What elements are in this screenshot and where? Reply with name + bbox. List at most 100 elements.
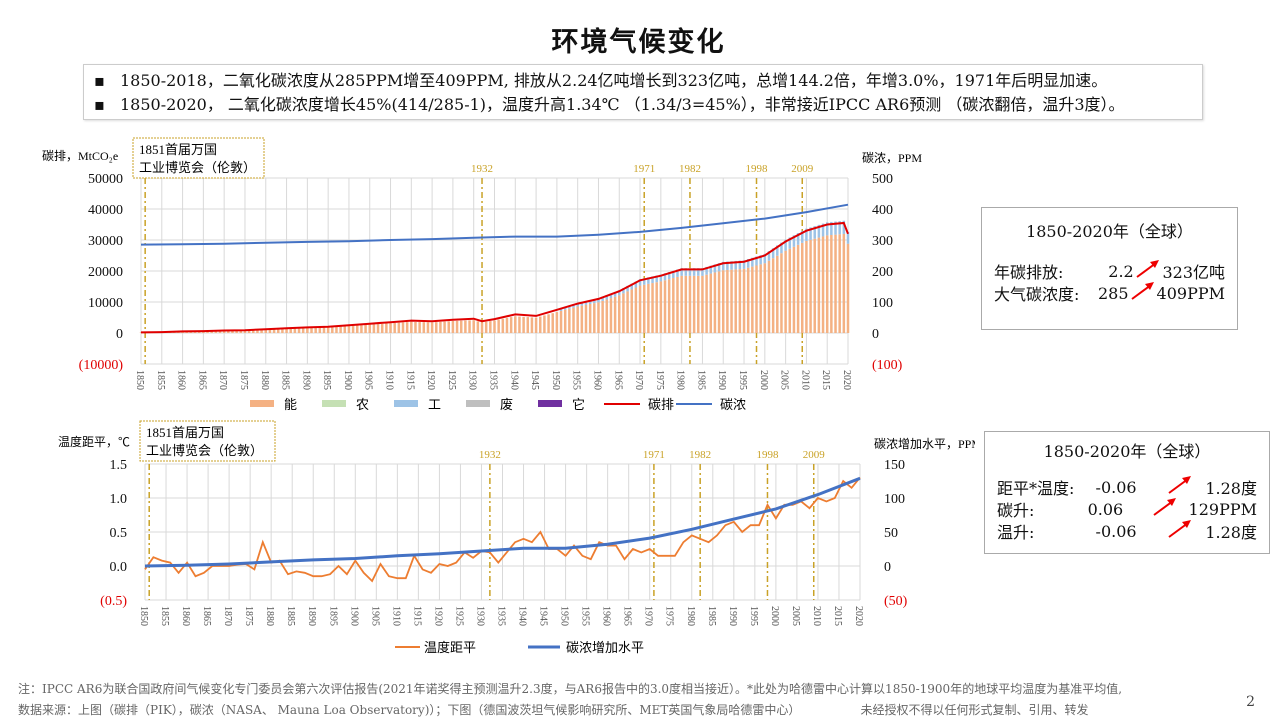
x-tick-label: 1980 bbox=[675, 370, 686, 390]
emissions-line bbox=[140, 221, 849, 334]
annotation-line: 1851首届万国 bbox=[139, 142, 217, 157]
bar-energy bbox=[376, 324, 380, 333]
legend-label: 碳浓 bbox=[720, 397, 746, 412]
x-tick-label: 2010 bbox=[799, 370, 810, 390]
y2-tick-label: 50 bbox=[884, 526, 898, 541]
bar-energy bbox=[364, 324, 367, 333]
bar-industry bbox=[763, 253, 767, 264]
x-tick-label: 1925 bbox=[446, 370, 457, 390]
bar-energy bbox=[285, 328, 288, 333]
bar-energy bbox=[218, 330, 222, 333]
x-tick-label: 1935 bbox=[496, 606, 507, 626]
bar-energy bbox=[227, 330, 230, 333]
bar-industry bbox=[667, 271, 671, 280]
bar-energy bbox=[493, 320, 496, 333]
bar-energy bbox=[705, 274, 708, 333]
bar-energy bbox=[838, 234, 841, 333]
x-tick-label: 1890 bbox=[306, 606, 317, 626]
bar-energy bbox=[580, 305, 584, 333]
x-tick-label: 1945 bbox=[529, 370, 540, 390]
bar-industry bbox=[734, 260, 737, 270]
co2-increase-line bbox=[144, 476, 861, 568]
bar-energy bbox=[509, 317, 513, 333]
x-tick-label: 1975 bbox=[654, 370, 665, 390]
bar-energy bbox=[563, 309, 567, 333]
event-marker-label: 2009 bbox=[803, 449, 826, 461]
bar-energy bbox=[634, 287, 638, 333]
x-tick-label: 2010 bbox=[811, 606, 822, 626]
bar-industry bbox=[796, 233, 800, 245]
bar-energy bbox=[351, 325, 355, 333]
y2-tick-label: 200 bbox=[872, 265, 893, 280]
legend-swatch bbox=[250, 400, 274, 407]
y-tick-label: 1.5 bbox=[110, 458, 128, 473]
bar-industry bbox=[805, 228, 808, 241]
legend-label: 碳浓增加水平 bbox=[566, 640, 644, 655]
legend-swatch bbox=[394, 400, 418, 407]
bar-energy bbox=[676, 276, 679, 333]
bar-industry bbox=[593, 299, 596, 304]
x-tick-label: 1860 bbox=[180, 606, 191, 626]
bar-energy bbox=[430, 322, 434, 333]
bar-energy bbox=[281, 328, 284, 333]
bar-industry bbox=[638, 279, 642, 286]
bar-industry bbox=[809, 227, 812, 240]
emissions-concentration-chart: 1850 1855 1860 1865 1870 1875 1880 1885 1890 1895… bbox=[42, 137, 922, 412]
bar-energy bbox=[547, 314, 550, 333]
x-tick-label: 1970 bbox=[633, 370, 644, 390]
bar-energy bbox=[584, 304, 588, 333]
bar-energy bbox=[742, 268, 746, 333]
bar-energy bbox=[480, 322, 484, 333]
bar-industry bbox=[838, 221, 841, 235]
bar-energy bbox=[505, 317, 509, 333]
y-tick-label: (0.5) bbox=[100, 594, 127, 609]
x-tick-label: 1950 bbox=[559, 606, 570, 626]
bar-energy bbox=[759, 264, 762, 333]
bar-energy bbox=[622, 293, 625, 333]
bar-industry bbox=[655, 275, 658, 283]
bar-energy bbox=[647, 283, 650, 333]
bar-industry bbox=[659, 274, 663, 282]
bar-energy bbox=[697, 275, 700, 333]
page-number: 2 bbox=[1246, 694, 1255, 710]
box-row: 碳升: 0.06 129PPM bbox=[997, 498, 1257, 520]
bar-energy bbox=[297, 328, 301, 333]
bar-industry bbox=[746, 259, 750, 268]
bar-industry bbox=[601, 296, 604, 301]
bar-energy bbox=[368, 324, 371, 333]
bar-energy bbox=[318, 327, 322, 333]
bullet-2: ▪ 1850-2020， 二氧化碳浓度增长45%(414/285-1)，温度升高1… bbox=[94, 95, 1125, 114]
bar-energy bbox=[451, 321, 455, 333]
bar-industry bbox=[738, 260, 742, 270]
bar-energy bbox=[306, 327, 309, 333]
bar-industry bbox=[817, 224, 821, 238]
row-to: 1.28度 bbox=[1205, 523, 1257, 542]
bar-energy bbox=[389, 323, 392, 333]
bar-industry bbox=[726, 261, 729, 270]
bar-energy bbox=[688, 275, 692, 333]
bar-industry bbox=[846, 231, 850, 244]
bar-industry bbox=[709, 265, 713, 274]
bar-industry bbox=[576, 302, 579, 307]
bar-industry bbox=[842, 220, 846, 234]
x-tick-label: 1865 bbox=[201, 606, 212, 626]
bar-energy bbox=[210, 331, 213, 333]
bar-energy bbox=[534, 317, 538, 333]
bar-energy bbox=[372, 324, 376, 333]
y-tick-label: 50000 bbox=[88, 172, 123, 187]
x-tick-label: 1895 bbox=[327, 606, 338, 626]
annotation-box bbox=[139, 420, 276, 462]
bar-energy bbox=[476, 321, 480, 333]
bar-industry bbox=[713, 264, 717, 273]
bar-energy bbox=[680, 275, 683, 333]
x-tick-label: 1990 bbox=[727, 606, 738, 626]
bar-energy bbox=[435, 322, 438, 333]
bar-energy bbox=[335, 326, 338, 333]
bar-energy bbox=[339, 326, 342, 333]
event-marker-label: 1982 bbox=[689, 449, 711, 461]
legend-label: 它 bbox=[572, 397, 585, 412]
bar-energy bbox=[701, 275, 704, 333]
box-row: 温升: -0.06 1.28度 bbox=[997, 520, 1257, 542]
y2-tick-label: 300 bbox=[872, 234, 893, 249]
bar-industry bbox=[588, 300, 592, 304]
